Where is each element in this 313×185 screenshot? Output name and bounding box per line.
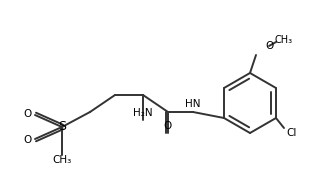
Text: CH₃: CH₃ [52,155,72,165]
Text: HN: HN [185,99,201,109]
Text: Cl: Cl [287,128,297,138]
Text: O: O [164,121,172,131]
Text: CH₃: CH₃ [275,35,293,45]
Text: O: O [24,109,32,119]
Text: H₂N: H₂N [133,108,153,118]
Text: O: O [265,41,273,51]
Text: S: S [58,120,66,134]
Text: O: O [24,135,32,145]
